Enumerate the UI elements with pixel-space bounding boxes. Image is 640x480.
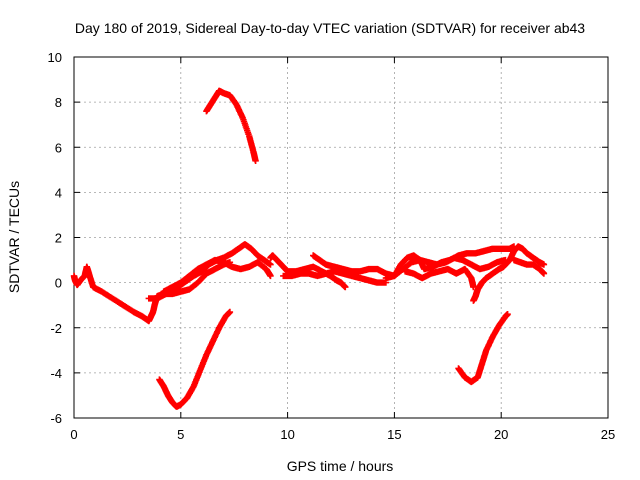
- y-tick-label: 8: [55, 95, 62, 110]
- series-track-11: [156, 308, 234, 410]
- series-track-10: [510, 256, 548, 277]
- data-marks: [70, 87, 548, 410]
- data-point-markers: [160, 256, 274, 295]
- data-point-markers: [455, 311, 511, 386]
- y-tick-label: -6: [50, 411, 62, 426]
- y-tick-label: 0: [55, 276, 62, 291]
- data-point-markers: [280, 268, 390, 286]
- series-track-9: [470, 243, 548, 304]
- series-track-4: [267, 252, 349, 291]
- data-point-markers: [470, 243, 548, 304]
- x-tick-label: 20: [494, 427, 508, 442]
- x-tick-label: 5: [177, 427, 184, 442]
- data-point-markers: [401, 265, 477, 291]
- y-tick-label: 2: [55, 231, 62, 246]
- x-tick-label: 0: [70, 427, 77, 442]
- axis-ticks: 0 5 10 15 20 25 -6 -4 -2 0 2 4 6 8 10: [48, 50, 616, 442]
- series-track-1: [70, 259, 234, 325]
- y-tick-label: 6: [55, 140, 62, 155]
- data-point-markers: [70, 259, 234, 325]
- y-tick-label: -4: [50, 366, 62, 381]
- series-track-12: [203, 87, 259, 164]
- chart-title: Day 180 of 2019, Sidereal Day-to-day VTE…: [75, 20, 585, 36]
- y-tick-label: 4: [55, 185, 62, 200]
- data-point-markers: [203, 87, 259, 164]
- x-axis-label: GPS time / hours: [287, 458, 394, 474]
- x-tick-label: 10: [280, 427, 294, 442]
- series-track-5: [280, 268, 390, 286]
- series-track-13: [455, 311, 511, 386]
- series-track-8: [401, 265, 477, 291]
- data-point-markers: [510, 256, 548, 277]
- x-tick-label: 25: [601, 427, 615, 442]
- data-point-markers: [267, 252, 349, 291]
- series-track-3: [160, 256, 274, 295]
- y-tick-label: 10: [48, 50, 62, 65]
- y-axis-label: SDTVAR / TECUs: [6, 181, 22, 293]
- series-track-7: [382, 243, 518, 282]
- grid: [74, 57, 608, 418]
- data-point-markers: [382, 243, 518, 282]
- data-point-markers: [156, 308, 234, 410]
- y-tick-label: -2: [50, 321, 62, 336]
- x-tick-label: 15: [387, 427, 401, 442]
